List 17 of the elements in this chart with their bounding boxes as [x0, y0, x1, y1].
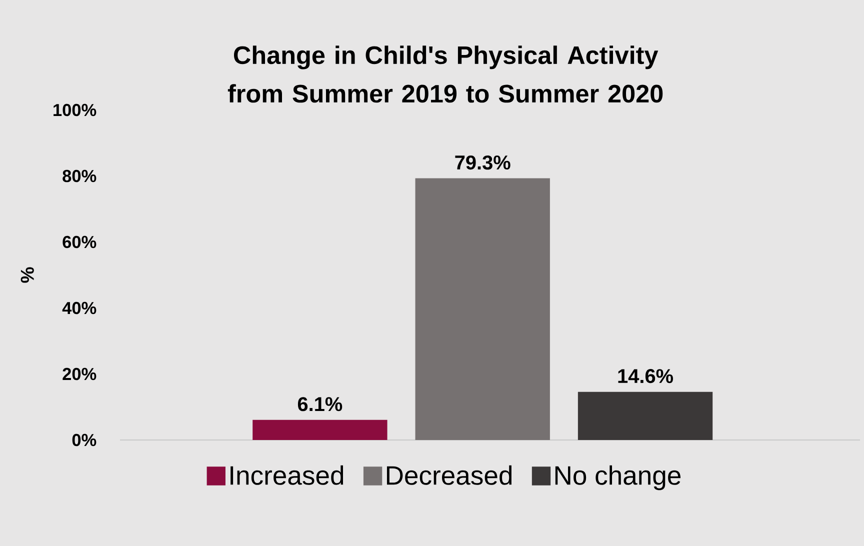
- bar: [252, 420, 388, 440]
- y-tick-label: 40%: [62, 302, 96, 314]
- legend-label: Increased: [230, 465, 344, 485]
- y-axis-title: %: [20, 267, 34, 283]
- y-tick-label: 100%: [54, 104, 96, 116]
- bar: [415, 178, 550, 440]
- data-label: 79.3%: [455, 155, 510, 170]
- bar: [578, 392, 713, 440]
- data-label: 6.1%: [298, 397, 342, 412]
- y-tick-label: 0%: [72, 434, 96, 446]
- chart-title: Change in Child's Physical Activity from Summer 2019 to Summer 2020: [228, 46, 663, 103]
- legend-label: No change: [555, 465, 681, 490]
- y-tick-label: 60%: [62, 236, 96, 248]
- legend-label: Decreased: [386, 465, 512, 485]
- data-label: 14.6%: [618, 369, 673, 384]
- y-tick-label: 20%: [62, 368, 96, 380]
- y-tick-label: 80%: [62, 170, 96, 182]
